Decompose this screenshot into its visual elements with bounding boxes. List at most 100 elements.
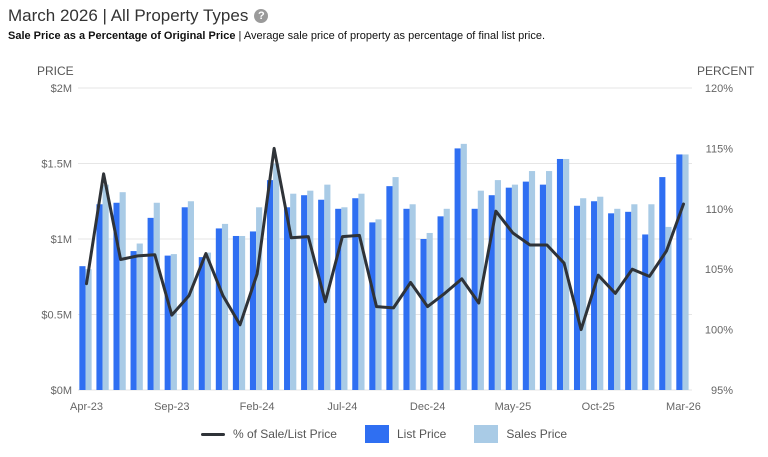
sale-list-ratio-line	[85, 146, 685, 332]
list-price-bar	[164, 255, 171, 390]
list-price-bar	[301, 195, 308, 390]
title-row: March 2026 | All Property Types ?	[8, 6, 760, 26]
list-price-bar	[386, 186, 393, 390]
right-tick-label: 110%	[706, 204, 734, 216]
sales-price-bar	[221, 223, 229, 390]
list-price-bar	[147, 217, 154, 390]
sales-price-bar	[546, 171, 553, 390]
sales-price-bar	[358, 193, 365, 390]
left-axis-title: PRICE	[37, 64, 74, 78]
sales-price-bar	[256, 207, 263, 390]
sales-price-bar	[528, 171, 536, 390]
left-tick-label: $2M	[51, 83, 72, 95]
legend-list-swatch	[364, 425, 389, 443]
x-tick-label: Jul-24	[327, 401, 357, 413]
sales-price-bar	[375, 219, 382, 390]
list-price-bar	[591, 201, 598, 390]
left-tick-label: $1M	[51, 234, 72, 246]
list-price-bar	[642, 234, 649, 390]
subtitle-description: | Average sale price of property as perc…	[235, 30, 546, 42]
legend-item-list-price[interactable]: List Price	[364, 425, 447, 443]
list-price-bar	[608, 213, 615, 390]
list-price-bar	[79, 266, 86, 390]
sales-price-bar	[682, 154, 689, 390]
list-price-bar	[198, 257, 205, 390]
right-axis-ticks: 95% 100% 105% 110% 115% 120%	[705, 83, 733, 397]
list-price-bar	[573, 205, 581, 390]
list-price-bar	[420, 239, 427, 390]
sales-price-bar	[307, 190, 314, 390]
right-tick-label: 105%	[705, 264, 733, 276]
list-price-bar	[215, 228, 222, 390]
sales-price-bar	[153, 202, 160, 390]
question-circle-icon[interactable]: ?	[254, 9, 269, 23]
x-tick-label: Oct-25	[582, 401, 615, 413]
list-price-bar	[335, 208, 342, 390]
chart-header: March 2026 | All Property Types ? Sale P…	[8, 6, 760, 42]
sales-price-bar	[170, 254, 177, 390]
legend-line-swatch	[200, 432, 225, 436]
list-price-bar	[232, 235, 240, 390]
left-tick-label: $1.5M	[41, 159, 72, 171]
x-tick-label: Dec-24	[410, 401, 445, 413]
list-price-bar	[676, 154, 683, 390]
sales-price-bar	[290, 193, 297, 390]
x-tick-label: Feb-24	[240, 401, 275, 413]
sales-price-bar	[136, 243, 143, 390]
right-axis-title: PERCENT	[697, 64, 755, 78]
list-price-bar	[488, 195, 495, 390]
sales-price-bar	[341, 207, 348, 390]
sales-price-bar	[239, 235, 246, 390]
list-price-bar	[96, 204, 103, 390]
x-tick-label: May-25	[495, 401, 532, 413]
sales-price-bar	[511, 184, 519, 390]
list-price-bar	[403, 208, 410, 390]
left-axis-ticks: $0M $0.5M $1M $1.5M $2M	[41, 83, 72, 397]
list-price-bar	[266, 180, 274, 390]
list-price-bar	[284, 207, 291, 390]
list-price-bar	[556, 158, 564, 390]
sales-price-bar	[204, 252, 212, 390]
sales-price-bar	[426, 232, 433, 390]
bar-series	[79, 143, 689, 390]
subtitle-bold: Sale Price as a Percentage of Original P…	[8, 30, 236, 42]
sales-price-bar	[597, 196, 604, 390]
chart-legend: % of Sale/List Price List Price Sales Pr…	[0, 425, 768, 443]
sales-price-bar	[392, 177, 399, 390]
sales-price-bar	[85, 269, 92, 390]
x-tick-label: Mar-26	[666, 401, 701, 413]
sales-price-bar	[631, 204, 638, 390]
sales-price-bar	[494, 180, 501, 390]
right-tick-label: 100%	[705, 325, 733, 337]
x-tick-label: Apr-23	[70, 401, 103, 413]
legend-item-ratio[interactable]: % of Sale/List Price	[200, 427, 337, 441]
chart-title: March 2026 | All Property Types	[8, 6, 249, 25]
sales-price-bar	[187, 201, 194, 390]
sales-price-bar	[119, 192, 126, 390]
chart-subtitle: Sale Price as a Percentage of Original P…	[8, 30, 760, 42]
list-price-bar	[352, 198, 359, 390]
right-tick-label: 120%	[705, 83, 733, 95]
legend-item-sales-price[interactable]: Sales Price	[474, 425, 567, 443]
sales-price-bar	[460, 143, 467, 390]
legend-label-list-price: List Price	[396, 427, 447, 441]
list-price-bar	[539, 184, 547, 390]
list-price-bar	[130, 251, 137, 390]
list-price-bar	[369, 222, 376, 390]
sales-price-bar	[273, 163, 280, 390]
list-price-bar	[625, 211, 632, 390]
legend-label-ratio: % of Sale/List Price	[232, 427, 337, 441]
sales-price-bar	[648, 204, 655, 390]
sales-price-bar	[614, 208, 621, 390]
left-tick-label: $0M	[51, 385, 72, 397]
ratio-line-series	[85, 146, 685, 332]
list-price-bar	[522, 181, 529, 390]
left-tick-label: $0.5M	[41, 310, 72, 322]
sales-price-bar	[102, 184, 109, 390]
list-price-bar	[505, 187, 512, 390]
sales-price-bar	[665, 226, 672, 390]
list-price-bar	[437, 216, 444, 390]
grid-lines	[78, 87, 692, 391]
list-price-bar	[659, 177, 666, 390]
